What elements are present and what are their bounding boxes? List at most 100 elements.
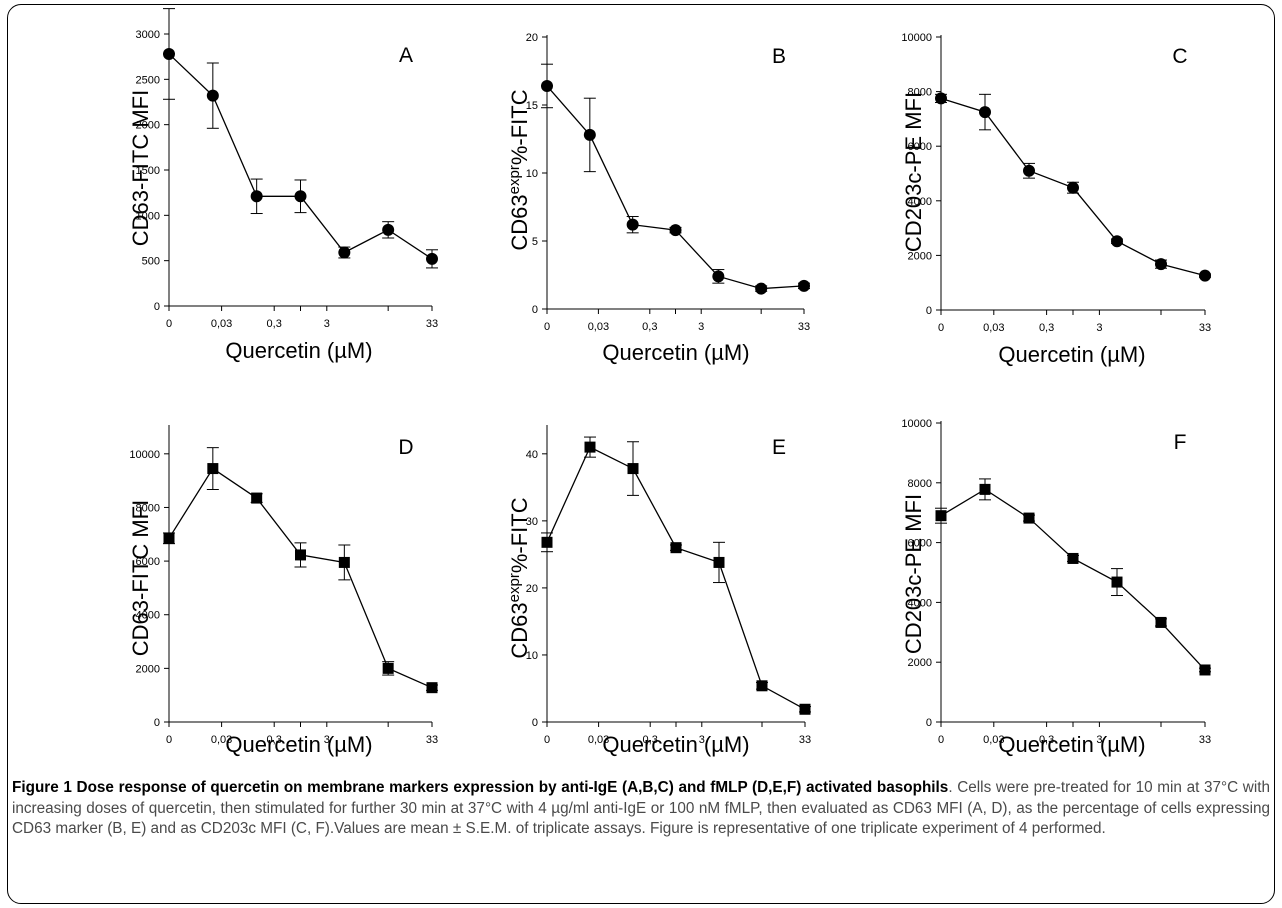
x-tick-label-c: 33: [1199, 322, 1211, 334]
y-tick-label-c: 4000: [908, 196, 932, 208]
data-point-a: [163, 47, 175, 60]
data-point-d: [426, 682, 438, 694]
data-point-c: [1111, 235, 1123, 248]
x-tick-label-f: 33: [1199, 734, 1211, 746]
x-tick-label-e: 0: [544, 734, 550, 746]
series-line-f: [940, 488, 1206, 671]
y-tick-label-a: 2000: [136, 120, 160, 132]
y-tick-label-c: 2000: [908, 250, 932, 262]
data-point-f: [1155, 616, 1167, 628]
x-tick-label-b: 3: [698, 321, 704, 333]
series-line-b: [546, 85, 805, 290]
data-point-a: [382, 223, 395, 236]
y-axis-title-a: CD63-FITC MFI: [128, 90, 153, 246]
y-tick-label-f: 2000: [908, 657, 932, 669]
x-axis-title-f: Quercetin (µM): [998, 732, 1145, 757]
data-point-c: [1023, 164, 1035, 177]
data-point-b: [755, 282, 768, 295]
data-point-e: [627, 463, 639, 475]
x-tick-label-a: 0: [166, 318, 172, 330]
x-tick-label-e: 33: [799, 734, 811, 746]
data-point-f: [1023, 512, 1035, 524]
y-tick-label-d: 0: [154, 717, 160, 729]
y-axis-title-c: CD203c-PE MFI: [901, 92, 926, 252]
y-tick-label-f: 4000: [908, 597, 932, 609]
y-tick-label-c: 8000: [908, 87, 932, 99]
data-point-f: [1111, 576, 1123, 588]
y-tick-label-a: 1500: [136, 165, 160, 177]
y-tick-label-f: 8000: [908, 478, 932, 490]
data-point-a: [426, 252, 438, 265]
x-tick-label-c: 0,3: [1039, 322, 1054, 334]
data-point-d: [338, 556, 350, 568]
y-axis-title-f: CD203c-PE MFI: [901, 494, 926, 654]
panel-letter-d: D: [398, 436, 413, 459]
y-tick-label-e: 30: [526, 516, 538, 528]
x-axis-title-c: Quercetin (µM): [998, 342, 1145, 367]
x-tick-label-b: 33: [798, 321, 810, 333]
x-tick-label-a: 3: [324, 318, 330, 330]
x-tick-label-b: 0,03: [588, 321, 609, 333]
x-tick-label-f: 3: [1096, 734, 1102, 746]
data-point-b: [541, 79, 553, 92]
panel-letter-e: E: [772, 436, 786, 459]
data-point-e: [584, 441, 596, 453]
caption-title: Figure 1 Dose response of quercetin on m…: [12, 779, 949, 796]
x-tick-label-d: 0,3: [267, 734, 282, 746]
data-point-a: [250, 190, 263, 203]
y-tick-label-e: 40: [526, 449, 538, 461]
x-tick-label-c: 0: [938, 322, 944, 334]
y-tick-label-e: 20: [526, 583, 538, 595]
data-point-e: [713, 556, 725, 568]
x-axis-title-d: Quercetin (µM): [225, 732, 372, 757]
panel-letter-c: C: [1172, 45, 1187, 68]
y-tick-label-e: 10: [526, 650, 538, 662]
x-tick-label-c: 0,03: [983, 322, 1004, 334]
data-point-f: [1199, 664, 1211, 676]
y-tick-label-a: 500: [142, 256, 160, 268]
x-tick-label-a: 33: [426, 318, 438, 330]
y-tick-label-d: 2000: [136, 663, 160, 675]
data-point-b: [583, 128, 596, 141]
y-tick-label-c: 10000: [901, 32, 932, 44]
data-point-c: [935, 92, 947, 105]
data-point-f: [979, 483, 991, 495]
x-tick-label-f: 0,3: [1039, 734, 1054, 746]
y-tick-label-f: 0: [926, 717, 932, 729]
series-line-e: [546, 446, 806, 710]
data-point-a: [338, 246, 351, 259]
x-tick-label-f: 0: [938, 734, 944, 746]
data-point-e: [756, 680, 768, 692]
y-tick-label-b: 5: [532, 236, 538, 248]
y-tick-label-a: 1000: [136, 210, 160, 222]
x-tick-label-b: 0,3: [642, 321, 657, 333]
y-tick-label-b: 20: [526, 32, 538, 44]
y-tick-label-a: 2500: [136, 74, 160, 86]
y-axis-title-e: CD63expr%-FITC: [506, 497, 532, 658]
data-point-a: [294, 190, 307, 203]
panel-letter-f: F: [1174, 431, 1187, 454]
y-tick-label-d: 6000: [136, 556, 160, 568]
y-tick-label-f: 6000: [908, 538, 932, 550]
y-tick-label-b: 15: [526, 100, 538, 112]
x-axis-title-b: Quercetin (µM): [602, 340, 749, 365]
x-tick-label-a: 0,03: [211, 318, 232, 330]
y-tick-label-e: 0: [532, 717, 538, 729]
data-point-b: [626, 218, 639, 231]
data-point-d: [207, 463, 219, 475]
data-point-c: [1199, 269, 1211, 282]
x-tick-label-e: 3: [699, 734, 705, 746]
data-point-e: [541, 536, 553, 548]
panel-letter-a: A: [399, 44, 413, 67]
figure-caption: Figure 1 Dose response of quercetin on m…: [12, 778, 1270, 840]
x-tick-label-f: 0,03: [983, 734, 1004, 746]
data-point-d: [295, 549, 306, 561]
panel-letter-b: B: [772, 45, 786, 68]
x-tick-label-b: 0: [544, 321, 550, 333]
x-tick-label-e: 0,03: [588, 734, 609, 746]
x-tick-label-c: 3: [1096, 322, 1102, 334]
